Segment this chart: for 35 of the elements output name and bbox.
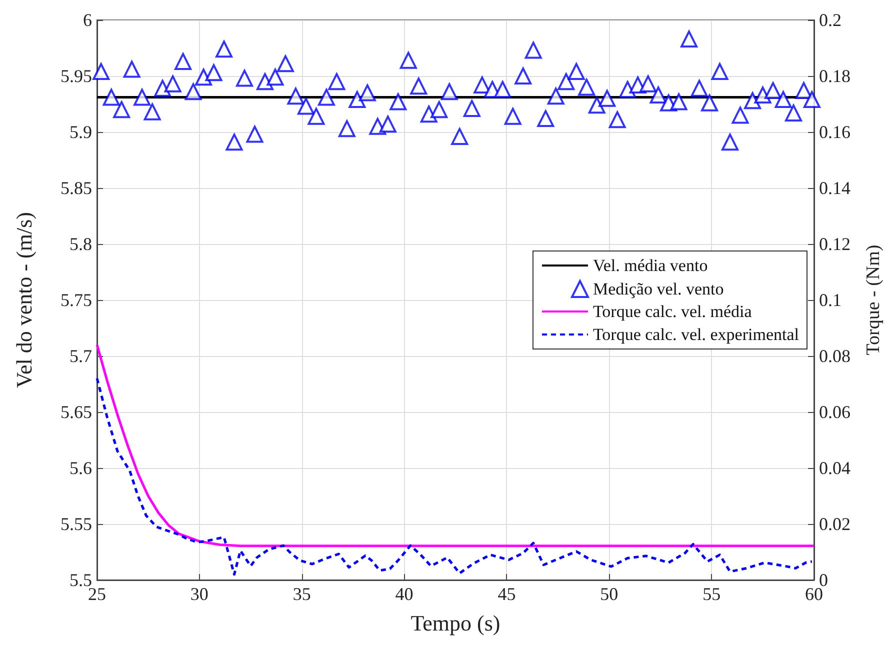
legend-label: Vel. média vento — [592, 256, 708, 275]
x-tick-label: 45 — [498, 584, 516, 604]
y-tick-label: 5.9 — [70, 122, 92, 142]
y2-tick-label: 0.1 — [819, 290, 842, 310]
y-tick-label: 5.75 — [60, 290, 92, 310]
y-tick-label: 5.55 — [60, 514, 92, 534]
y-tick-label: 5.65 — [60, 402, 92, 422]
y2-tick-label: 0.06 — [819, 402, 850, 422]
x-tick-label: 50 — [600, 584, 618, 604]
y-tick-label: 5.8 — [70, 234, 92, 254]
y2-axis-title: Torque - (Nm) — [863, 244, 884, 356]
x-tick-label: 30 — [190, 584, 208, 604]
y2-tick-label: 0.2 — [819, 10, 842, 30]
legend-label: Torque calc. vel. experimental — [592, 325, 800, 344]
line-series — [96, 377, 814, 576]
y-tick-label: 5.85 — [60, 178, 92, 198]
y2-tick-label: 0.04 — [819, 458, 850, 478]
legend-label: Medição vel. vento — [592, 280, 724, 298]
y-tick-label: 6 — [83, 10, 92, 30]
x-axis-title: Tempo (s) — [410, 610, 500, 636]
y2-tick-label: 0.16 — [819, 122, 850, 142]
x-tick-label: 35 — [292, 584, 311, 604]
x-tick-label: 40 — [395, 584, 414, 604]
y-axis-title: Vel do vento - (m/s) — [12, 212, 36, 388]
y2-tick-label: 0.02 — [819, 514, 850, 534]
y-tick-label: 5.7 — [70, 346, 92, 366]
y2-tick-label: 0.14 — [819, 178, 850, 198]
x-tick-label: 55 — [702, 584, 721, 604]
y2-tick-label: 0.18 — [819, 66, 850, 86]
line-series — [96, 344, 816, 548]
y-tick-label: 5.95 — [60, 66, 92, 86]
y2-tick-label: 0.08 — [819, 346, 850, 366]
legend-label: Torque calc. vel. média — [592, 302, 752, 321]
y-tick-label: 5.6 — [70, 458, 92, 478]
y2-tick-label: 0.12 — [819, 234, 850, 254]
